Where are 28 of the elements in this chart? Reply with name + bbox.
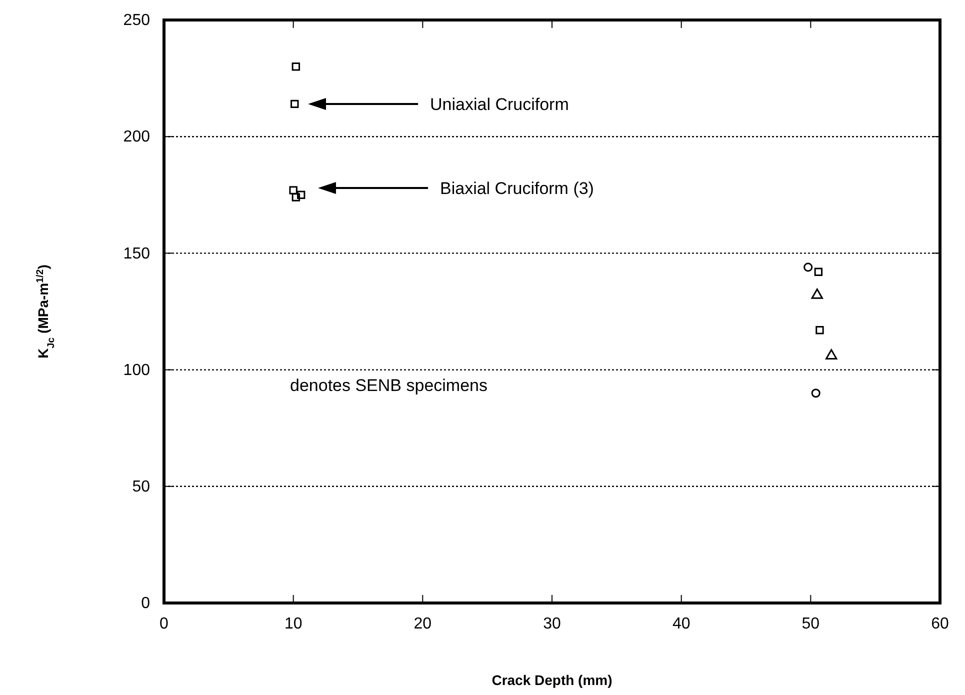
point: [292, 62, 300, 71]
x-tick-label: 0: [160, 615, 169, 632]
point: [811, 288, 823, 299]
x-tick-label: 50: [802, 615, 820, 632]
point: [816, 326, 824, 334]
x-tick-label: 20: [414, 615, 432, 632]
annotation: denotes SENB specimens: [290, 376, 488, 395]
x-axis-title: Crack Depth (mm): [492, 672, 612, 688]
point: [289, 186, 298, 194]
x-tick-label: 30: [543, 615, 561, 632]
y-tick-label: 150: [123, 245, 150, 262]
point: [292, 193, 300, 202]
x-tick-label: 10: [284, 615, 302, 632]
annotation: Biaxial Cruciform (3): [440, 179, 594, 198]
x-tick-label: 40: [672, 615, 690, 632]
point: [811, 388, 820, 398]
point: [814, 268, 823, 276]
y-tick-label: 200: [123, 128, 150, 146]
y-tick-label: 100: [123, 362, 150, 379]
x-tick-label: 60: [931, 615, 949, 632]
point: [296, 190, 306, 200]
point: [826, 349, 838, 360]
y-tick-label: 0: [141, 595, 150, 612]
point: [804, 262, 813, 272]
point: [290, 100, 299, 108]
y-tick-label: 250: [123, 12, 150, 30]
y-tick-label: 50: [132, 478, 150, 496]
annotation: Uniaxial Cruciform: [430, 95, 569, 114]
